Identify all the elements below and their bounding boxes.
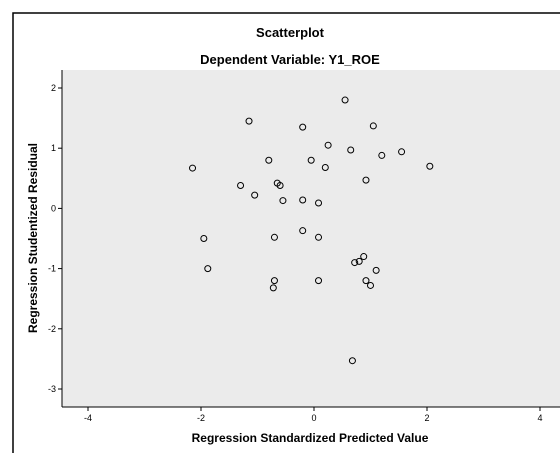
data-point xyxy=(369,122,377,130)
x-tick-label: 0 xyxy=(311,413,316,423)
data-point xyxy=(324,141,332,149)
y-tick-label: 2 xyxy=(51,83,56,93)
data-point xyxy=(351,259,359,267)
chart-title: Scatterplot xyxy=(256,25,325,40)
data-point xyxy=(315,199,323,207)
data-point xyxy=(426,162,434,170)
y-tick-label: 1 xyxy=(51,143,56,153)
data-point xyxy=(270,277,278,285)
data-point xyxy=(341,96,349,104)
data-point xyxy=(315,233,323,241)
x-tick-label: -2 xyxy=(197,413,205,423)
plot-area xyxy=(62,70,560,407)
chart-subtitle: Dependent Variable: Y1_ROE xyxy=(200,52,380,67)
data-points xyxy=(189,96,434,365)
data-point xyxy=(367,281,374,289)
data-point xyxy=(204,265,212,273)
data-point xyxy=(245,117,253,125)
y-tick-label: -3 xyxy=(48,384,56,394)
data-point xyxy=(348,357,356,365)
x-axis: -4 -2 0 2 4 xyxy=(62,406,560,423)
y-axis-label: Regression Studentized Residual xyxy=(26,143,40,333)
x-tick-label: 2 xyxy=(424,413,429,423)
x-tick-label: -4 xyxy=(84,413,92,423)
data-point xyxy=(276,182,284,190)
data-point xyxy=(355,257,363,265)
data-point xyxy=(265,156,273,164)
data-point xyxy=(299,196,307,204)
data-point xyxy=(372,266,380,274)
y-tick-label: -2 xyxy=(48,324,56,334)
data-point xyxy=(251,191,259,199)
data-point xyxy=(347,146,355,154)
data-point xyxy=(189,164,197,172)
data-point xyxy=(237,182,245,190)
data-point xyxy=(321,163,329,171)
data-point xyxy=(299,227,307,235)
y-axis: 2 1 0 -1 -2 -3 xyxy=(48,70,63,407)
data-point xyxy=(307,156,315,164)
y-tick-label: 0 xyxy=(51,203,56,213)
y-tick-label: -1 xyxy=(48,264,56,274)
data-point xyxy=(362,277,370,285)
outer-frame xyxy=(12,12,560,453)
data-point xyxy=(269,284,277,292)
x-tick-label: 4 xyxy=(537,413,542,423)
data-point xyxy=(315,277,323,285)
data-point xyxy=(398,148,406,156)
data-point xyxy=(270,233,278,241)
data-point xyxy=(362,176,370,184)
x-axis-label: Regression Standardized Predicted Value xyxy=(192,431,429,445)
data-point xyxy=(360,253,368,261)
data-point xyxy=(378,151,386,159)
data-point xyxy=(200,235,208,242)
data-point xyxy=(299,123,307,131)
data-point xyxy=(279,197,287,205)
